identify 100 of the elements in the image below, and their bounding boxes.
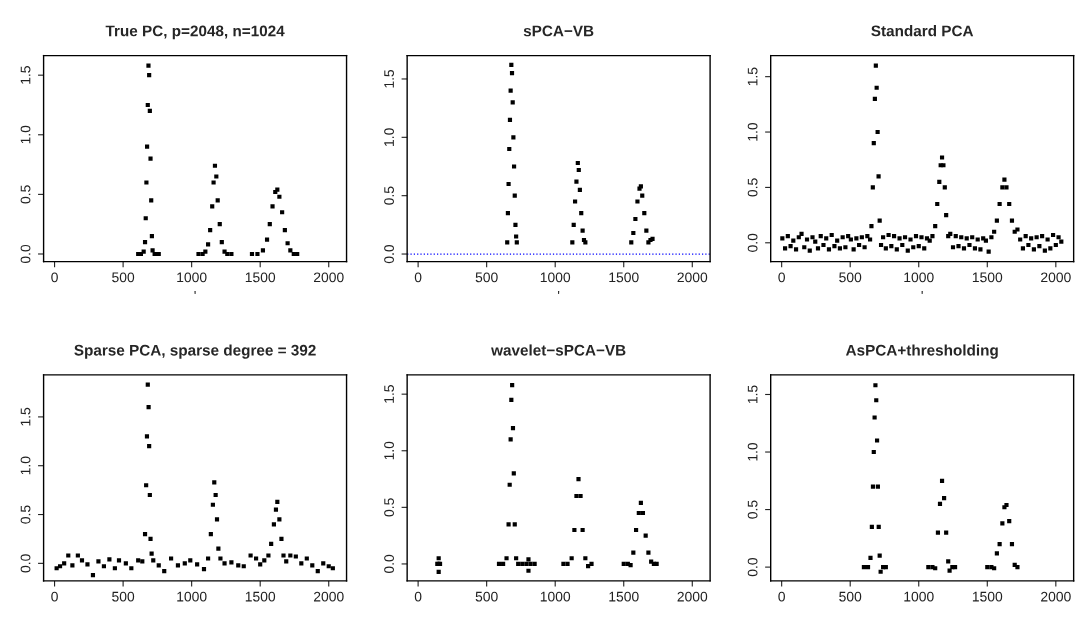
point: [878, 569, 883, 574]
point: [504, 556, 509, 561]
y-tick-label: 1.5: [384, 69, 394, 88]
point: [514, 556, 519, 561]
x-tick-label: 1000: [177, 272, 207, 283]
point: [505, 240, 510, 245]
x-tick-label: 2000: [1041, 272, 1071, 283]
point: [267, 222, 272, 227]
point: [874, 398, 879, 403]
point: [635, 199, 640, 204]
x-tick-label: 0: [51, 591, 58, 602]
point: [633, 527, 639, 533]
point: [640, 193, 645, 198]
point: [514, 240, 519, 245]
point: [865, 565, 871, 570]
x-tick-label: 500: [839, 272, 862, 283]
y-tick-label: 1.0: [20, 456, 31, 475]
x-tick-label: 1500: [972, 272, 1003, 283]
chart-title: Standard PCA: [871, 25, 974, 37]
point: [629, 240, 634, 245]
y-tick-label: 1.5: [384, 385, 394, 403]
point: [877, 553, 882, 558]
x-tick-label: 500: [112, 272, 135, 283]
point: [217, 222, 222, 227]
point: [944, 530, 949, 535]
point: [264, 237, 270, 242]
chart-title: sPCA−VB: [523, 25, 594, 37]
x-tick-label: 0: [414, 272, 422, 283]
point: [282, 228, 287, 233]
point: [516, 561, 521, 567]
x-tick-label: 1500: [609, 272, 639, 283]
chart-title: wavelet−sPCA−VB: [491, 344, 626, 356]
y-tick-label: 0.5: [20, 505, 31, 524]
point: [436, 569, 441, 574]
y-tick-label: 1.0: [747, 122, 758, 141]
point: [225, 251, 230, 257]
point: [870, 484, 876, 489]
x-tick-label: 0: [414, 591, 422, 602]
x-tick-label: 1500: [972, 591, 1003, 602]
y-tick-label: 1.5: [20, 407, 31, 426]
point: [509, 71, 515, 76]
point: [215, 198, 220, 203]
point: [532, 561, 537, 567]
point: [510, 383, 515, 388]
point: [561, 561, 566, 567]
x-tick-label: 1000: [177, 591, 207, 602]
point: [580, 228, 585, 233]
point: [229, 251, 234, 257]
point: [143, 216, 148, 221]
point: [871, 449, 876, 455]
point: [196, 251, 201, 257]
y-tick-label: 0.5: [20, 185, 31, 204]
point: [942, 495, 947, 501]
point: [145, 102, 150, 108]
y-tick-label: 0.5: [384, 498, 394, 517]
point: [636, 510, 641, 516]
point: [868, 555, 873, 560]
point: [572, 527, 577, 533]
y-tick-label: 1.0: [747, 442, 758, 461]
point: [994, 551, 999, 556]
point: [511, 135, 516, 140]
point: [214, 174, 219, 179]
y-tick-label: 1.5: [747, 67, 758, 86]
point: [526, 568, 531, 573]
x-tick-label: 0: [778, 591, 785, 602]
point: [571, 222, 576, 227]
point: [985, 565, 990, 570]
point: [621, 561, 626, 567]
y-tick-label: 1.5: [20, 66, 31, 84]
point: [507, 482, 512, 487]
point: [295, 251, 300, 257]
point: [575, 160, 580, 166]
point: [572, 199, 578, 204]
point: [511, 164, 517, 169]
point: [147, 73, 152, 78]
point: [578, 493, 583, 499]
point: [496, 561, 502, 567]
point: [510, 100, 515, 105]
x-tick-label: 500: [112, 591, 135, 602]
point: [631, 230, 636, 236]
point: [285, 241, 290, 246]
point: [249, 251, 255, 257]
point: [935, 530, 941, 535]
x-tick-label: 0: [778, 272, 785, 283]
y-tick-label: 0.0: [20, 244, 31, 264]
y-tick-label: 0.5: [747, 500, 758, 519]
x-tick-label: 1000: [540, 591, 571, 602]
point: [579, 211, 584, 216]
point: [509, 62, 514, 68]
x-tick-label: 1500: [245, 272, 276, 283]
chart-title: True PC, p=2048, n=1024: [105, 25, 285, 40]
point: [926, 565, 931, 570]
y-tick-label: 0.0: [747, 558, 758, 577]
x-axis-title: ': [558, 291, 560, 295]
point: [875, 484, 880, 489]
point: [505, 211, 510, 216]
x-axis-title: ': [194, 291, 196, 295]
point: [583, 556, 588, 561]
point: [206, 242, 211, 247]
point: [633, 216, 638, 222]
